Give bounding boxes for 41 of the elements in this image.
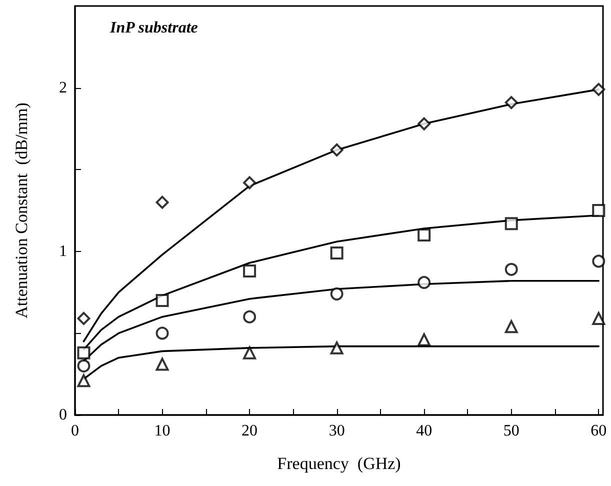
y-tick-label: 0 xyxy=(59,406,67,424)
x-tick-label: 0 xyxy=(71,422,79,440)
point xyxy=(504,217,518,230)
point xyxy=(156,196,169,209)
point xyxy=(77,359,90,372)
x-tick-label: 40 xyxy=(416,422,432,440)
point xyxy=(156,326,169,340)
point xyxy=(243,264,256,278)
point xyxy=(243,176,256,190)
point xyxy=(418,117,431,130)
point xyxy=(77,346,90,360)
y-tick-label: 1 xyxy=(59,242,67,260)
point xyxy=(330,246,344,260)
point xyxy=(156,358,169,371)
y-tick-label: 2 xyxy=(59,79,67,96)
point xyxy=(243,310,256,324)
annotation: InP substrate xyxy=(109,20,198,36)
point xyxy=(418,228,431,242)
point xyxy=(592,254,606,268)
x-tick-label: 10 xyxy=(154,422,170,440)
x-tick-label: 60 xyxy=(590,422,607,440)
point xyxy=(77,374,90,388)
x-axis-title: Frequency (GHz) xyxy=(277,454,401,473)
x-tick-label: 20 xyxy=(242,422,258,440)
point xyxy=(504,262,518,276)
point xyxy=(592,312,606,325)
point xyxy=(592,204,606,217)
x-tick-label: 30 xyxy=(328,422,345,440)
x-tick-label: 50 xyxy=(503,422,520,440)
point xyxy=(418,276,431,289)
point xyxy=(504,96,518,110)
point xyxy=(77,312,90,325)
point xyxy=(330,287,344,300)
point xyxy=(418,333,431,346)
point xyxy=(243,346,256,360)
point xyxy=(504,320,518,334)
point xyxy=(592,82,606,96)
point xyxy=(330,341,344,354)
point xyxy=(330,143,344,156)
y-axis-title: Attenuation Constant (dB/mm) xyxy=(12,102,31,318)
point xyxy=(156,294,169,307)
